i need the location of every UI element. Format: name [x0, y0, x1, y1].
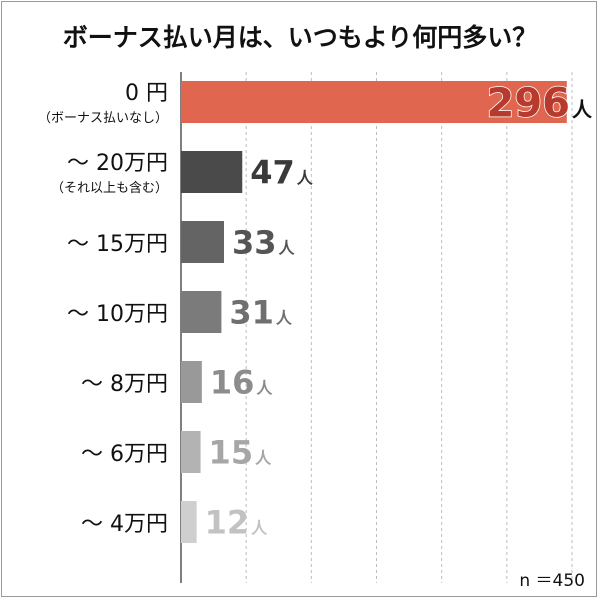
bar: [181, 81, 567, 123]
category-note: （それ以上も含む）: [51, 180, 168, 196]
value-number: 31: [229, 294, 274, 332]
value-unit: 人: [297, 169, 314, 188]
category-label: 〜 4万円: [81, 512, 168, 537]
labels: 0 円（ボーナス払いなし） 296 人〜 20万円（それ以上も含む） 47 人〜 15万…: [38, 80, 593, 542]
chart-title: ボーナス払い月は、いつもより何円多い？: [63, 23, 538, 52]
value-label: 16 人: [210, 364, 274, 402]
category-label: 〜 20万円: [67, 151, 168, 176]
value-unit: 人: [256, 379, 273, 398]
category-label: 〜 6万円: [81, 442, 168, 467]
value-number: 15: [209, 434, 254, 472]
bar: [181, 431, 201, 473]
value-unit: 人: [276, 309, 293, 328]
value-unit: 人: [255, 449, 272, 468]
bars: [181, 81, 567, 543]
category-label: 0 円: [125, 81, 168, 106]
value-label: 47 人: [250, 154, 314, 192]
sample-size-label: n ＝450: [519, 571, 585, 591]
value-number: 47: [250, 154, 295, 192]
value-number: 33: [232, 224, 277, 262]
bar: [181, 361, 202, 403]
bar: [181, 501, 197, 543]
value-number: 296: [487, 80, 571, 126]
value-label: 12 人: [205, 504, 269, 542]
value-label: 15 人: [209, 434, 273, 472]
value-unit: 人: [251, 519, 268, 538]
bar: [181, 291, 222, 333]
value-number: 12: [205, 504, 250, 542]
bar: [181, 151, 243, 193]
value-unit: 人: [572, 97, 593, 121]
value-label: 296 人: [486, 80, 593, 128]
value-label: 33 人: [232, 224, 296, 262]
category-label: 〜 8万円: [81, 372, 168, 397]
value-unit: 人: [279, 239, 296, 258]
category-note: （ボーナス払いなし）: [38, 111, 168, 126]
bar: [181, 221, 225, 263]
value-number: 16: [210, 364, 255, 402]
value-label: 31 人: [229, 294, 293, 332]
category-label: 〜 10万円: [67, 302, 168, 327]
category-label: 〜 15万円: [67, 232, 168, 257]
